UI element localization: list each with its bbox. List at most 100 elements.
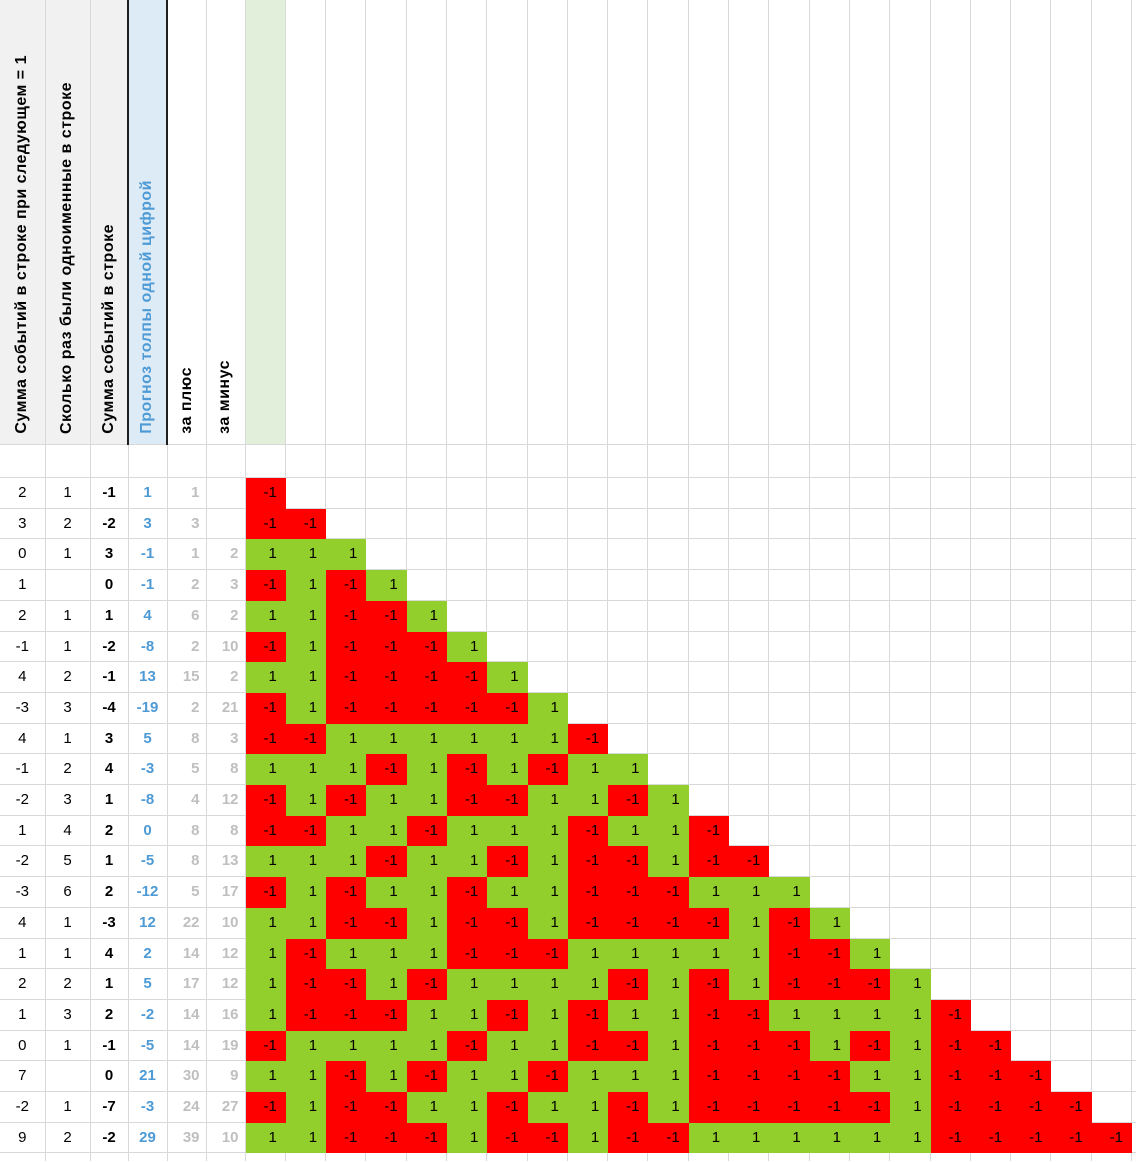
- matrix-cell[interactable]: 1: [889, 968, 931, 1000]
- empty-cell[interactable]: [647, 692, 689, 724]
- cell-sum-next[interactable]: 7: [0, 1060, 46, 1093]
- empty-cell[interactable]: [1091, 569, 1133, 601]
- empty-cell[interactable]: [1091, 1060, 1133, 1093]
- empty-cell[interactable]: [1091, 723, 1133, 755]
- empty-cell[interactable]: [889, 753, 931, 786]
- matrix-cell[interactable]: -1: [325, 631, 367, 663]
- matrix-cell[interactable]: -1: [567, 907, 609, 939]
- cell-for-plus[interactable]: 14: [167, 938, 207, 970]
- empty-cell[interactable]: [768, 815, 810, 847]
- empty-cell[interactable]: [930, 815, 971, 847]
- empty-cell[interactable]: [1091, 508, 1133, 540]
- cell-sum-next[interactable]: 3: [0, 508, 46, 540]
- matrix-cell[interactable]: -1: [688, 1060, 730, 1093]
- matrix-cell[interactable]: -1: [486, 845, 528, 878]
- matrix-cell[interactable]: -1: [849, 1030, 891, 1062]
- matrix-cell[interactable]: -1: [325, 1060, 367, 1093]
- cell-forecast[interactable]: 5: [128, 723, 168, 755]
- empty-cell[interactable]: [527, 538, 568, 571]
- matrix-cell[interactable]: -1: [245, 723, 286, 755]
- matrix-cell[interactable]: -1: [930, 999, 971, 1031]
- empty-cell[interactable]: [930, 600, 971, 632]
- cell-same-count[interactable]: 1: [45, 1030, 91, 1062]
- matrix-cell[interactable]: 1: [809, 999, 850, 1031]
- cell-for-minus[interactable]: 2: [206, 600, 246, 632]
- empty-cell[interactable]: [849, 569, 891, 601]
- matrix-cell[interactable]: -1: [809, 1060, 850, 1093]
- matrix-cell[interactable]: 1: [647, 999, 689, 1031]
- matrix-cell[interactable]: 1: [768, 999, 810, 1031]
- matrix-cell[interactable]: -1: [607, 1122, 649, 1154]
- empty-cell[interactable]: [970, 815, 1012, 847]
- spacer-cell[interactable]: [768, 444, 810, 478]
- matrix-cell[interactable]: 1: [527, 1030, 568, 1062]
- empty-cell[interactable]: [768, 600, 810, 632]
- partial-cell[interactable]: [930, 1152, 971, 1162]
- empty-cell[interactable]: [1010, 999, 1052, 1031]
- cell-for-minus[interactable]: 2: [206, 538, 246, 571]
- matrix-cell[interactable]: 1: [406, 907, 447, 939]
- matrix-cell[interactable]: -1: [1010, 1060, 1052, 1093]
- matrix-cell[interactable]: 1: [567, 938, 609, 970]
- matrix-cell[interactable]: 1: [486, 876, 528, 908]
- empty-cell[interactable]: [1050, 569, 1092, 601]
- matrix-cell[interactable]: 1: [406, 753, 447, 786]
- partial-cell[interactable]: [1010, 1152, 1052, 1162]
- matrix-cell[interactable]: 1: [567, 784, 609, 816]
- matrix-cell[interactable]: -1: [325, 600, 367, 632]
- empty-cell[interactable]: [889, 876, 931, 908]
- matrix-cell[interactable]: 1: [527, 723, 568, 755]
- cell-for-minus[interactable]: [206, 477, 246, 509]
- empty-cell[interactable]: [809, 477, 850, 509]
- empty-cell[interactable]: [1010, 876, 1052, 908]
- empty-cell[interactable]: [1131, 753, 1136, 786]
- empty-cell[interactable]: [728, 784, 770, 816]
- partial-cell[interactable]: [486, 1152, 528, 1162]
- matrix-cell[interactable]: -1: [446, 938, 488, 970]
- empty-cell[interactable]: [1050, 753, 1092, 786]
- spacer-cell[interactable]: [1010, 444, 1052, 478]
- partial-cell[interactable]: [688, 1152, 730, 1162]
- cell-forecast[interactable]: -12: [128, 876, 168, 908]
- empty-cell[interactable]: [446, 477, 488, 509]
- matrix-header-cell[interactable]: [406, 0, 447, 445]
- matrix-cell[interactable]: -1: [325, 784, 367, 816]
- matrix-cell[interactable]: -1: [688, 1091, 730, 1123]
- column-header-same-name-count[interactable]: Сколько раз были одноименные в строке: [45, 0, 91, 445]
- cell-forecast[interactable]: 0: [128, 815, 168, 847]
- matrix-header-cell[interactable]: [728, 0, 770, 445]
- matrix-cell[interactable]: -1: [245, 508, 286, 540]
- column-header-crowd-forecast[interactable]: Прогноз толпы одной цифрой: [127, 0, 168, 445]
- cell-sum-next[interactable]: 2: [0, 477, 46, 509]
- empty-cell[interactable]: [768, 661, 810, 693]
- matrix-cell[interactable]: -1: [768, 1091, 810, 1123]
- matrix-cell[interactable]: -1: [245, 1030, 286, 1062]
- cell-forecast[interactable]: -8: [128, 784, 168, 816]
- empty-cell[interactable]: [849, 845, 891, 878]
- empty-cell[interactable]: [688, 784, 730, 816]
- matrix-cell[interactable]: 1: [406, 845, 447, 878]
- empty-cell[interactable]: [688, 508, 730, 540]
- empty-cell[interactable]: [1050, 999, 1092, 1031]
- matrix-cell[interactable]: 1: [567, 1060, 609, 1093]
- empty-cell[interactable]: [1091, 907, 1133, 939]
- cell-for-plus[interactable]: 8: [167, 845, 207, 878]
- matrix-cell[interactable]: 1: [446, 845, 488, 878]
- matrix-cell[interactable]: 1: [486, 723, 528, 755]
- cell-for-plus[interactable]: 1: [167, 477, 207, 509]
- spacer-cell[interactable]: [647, 444, 689, 478]
- matrix-cell[interactable]: 1: [446, 968, 488, 1000]
- partial-cell[interactable]: [245, 1152, 286, 1162]
- empty-cell[interactable]: [1050, 1060, 1092, 1093]
- cell-same-count[interactable]: 1: [45, 938, 91, 970]
- matrix-cell[interactable]: -1: [688, 1030, 730, 1062]
- matrix-cell[interactable]: -1: [567, 815, 609, 847]
- cell-sum-row[interactable]: -2: [90, 1122, 129, 1154]
- matrix-cell[interactable]: -1: [406, 1060, 447, 1093]
- empty-cell[interactable]: [768, 569, 810, 601]
- cell-for-plus[interactable]: 14: [167, 999, 207, 1031]
- cell-for-minus[interactable]: [206, 508, 246, 540]
- empty-cell[interactable]: [809, 661, 850, 693]
- empty-cell[interactable]: [647, 600, 689, 632]
- matrix-cell[interactable]: 1: [527, 999, 568, 1031]
